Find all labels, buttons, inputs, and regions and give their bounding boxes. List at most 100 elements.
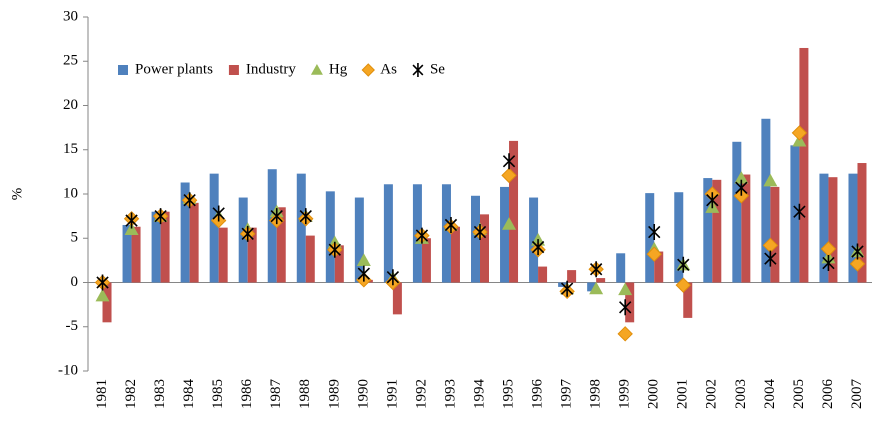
point (241, 225, 254, 242)
x-tick-label: 1990 (355, 379, 371, 409)
point (648, 224, 661, 241)
legend-label: Se (430, 61, 445, 77)
bar (761, 118, 771, 283)
bar (857, 163, 867, 283)
point (124, 222, 139, 235)
x-tick-label: 1993 (442, 379, 458, 409)
point (357, 265, 371, 282)
x-tick-label: 2007 (849, 379, 865, 410)
bar (596, 278, 606, 283)
point (735, 179, 748, 196)
legend-label: As (380, 61, 397, 77)
bar (674, 192, 684, 283)
bar (334, 245, 344, 283)
y-tick-label: 0 (71, 274, 79, 290)
legend-item: Power plants (118, 61, 213, 77)
legend-swatch (118, 65, 128, 75)
bar (267, 169, 277, 283)
point (328, 241, 341, 258)
point (706, 192, 719, 209)
bar (392, 282, 402, 315)
x-tick-label: 1986 (239, 379, 255, 410)
x-tick-label: 1995 (500, 379, 516, 409)
point (502, 153, 516, 170)
point (531, 239, 545, 256)
bar (296, 173, 306, 283)
legend-symbol (310, 64, 323, 75)
x-tick-label: 2002 (704, 379, 720, 409)
x-tick-label: 1982 (123, 379, 139, 409)
bar (180, 182, 190, 283)
bar (276, 207, 286, 283)
bar (703, 178, 713, 283)
point (356, 253, 371, 266)
bar (848, 173, 858, 283)
bar (509, 140, 519, 283)
x-tick-label: 1999 (617, 379, 633, 409)
legend-symbol (361, 63, 375, 77)
x-tick-label: 1998 (588, 379, 604, 409)
point (617, 326, 633, 342)
point (589, 261, 603, 278)
x-tick-label: 2005 (791, 379, 807, 409)
point (677, 256, 690, 273)
legend-item: Hg (310, 61, 348, 77)
x-tick-label: 2006 (820, 379, 836, 410)
point (154, 208, 167, 225)
legend-symbol (412, 63, 424, 77)
legend-label: Power plants (135, 61, 213, 77)
x-tick-label: 1992 (413, 379, 429, 409)
bar (616, 253, 626, 283)
legend-label: Industry (246, 61, 296, 77)
point (822, 255, 835, 272)
bar (500, 186, 510, 283)
point (386, 269, 400, 286)
point (415, 227, 429, 244)
y-tick-label: -5 (66, 318, 79, 334)
point (95, 288, 110, 302)
x-tick-label: 1997 (559, 379, 575, 410)
bar (828, 177, 838, 283)
x-tick-label: 2003 (733, 379, 749, 409)
point (299, 208, 312, 225)
point (675, 277, 691, 293)
bar (480, 214, 489, 283)
y-tick-label: 10 (63, 185, 78, 201)
bar (160, 211, 170, 283)
x-tick-label: 1994 (471, 379, 487, 410)
point (791, 125, 808, 141)
legend-item: Se (412, 61, 445, 77)
x-tick-label: 1988 (297, 379, 313, 409)
y-tick-label: 15 (63, 141, 78, 157)
legend-item: Industry (228, 61, 296, 77)
point (560, 280, 574, 297)
x-tick-label: 1984 (181, 379, 197, 410)
bar (654, 251, 664, 283)
x-tick-label: 2000 (646, 379, 662, 409)
bar (441, 184, 451, 283)
bar (325, 191, 335, 283)
x-tick-label: 2001 (675, 379, 691, 409)
bar (238, 197, 248, 283)
y-tick-label: 5 (71, 230, 79, 246)
x-tick-label: 1981 (94, 379, 110, 409)
point (734, 171, 749, 184)
point (212, 205, 225, 222)
bar (567, 270, 577, 283)
bar (529, 197, 539, 283)
bar (732, 141, 742, 283)
bar (683, 282, 693, 318)
bar (218, 227, 228, 283)
bar (799, 47, 809, 283)
point (851, 243, 864, 260)
x-tick-label: 1991 (384, 379, 400, 409)
x-tick-label: 1983 (152, 379, 168, 409)
bar (102, 282, 112, 323)
bar (354, 197, 364, 283)
bar (209, 173, 219, 283)
point (619, 299, 632, 316)
y-tick-label: 20 (63, 97, 78, 113)
bar (471, 195, 480, 283)
point (502, 217, 517, 230)
